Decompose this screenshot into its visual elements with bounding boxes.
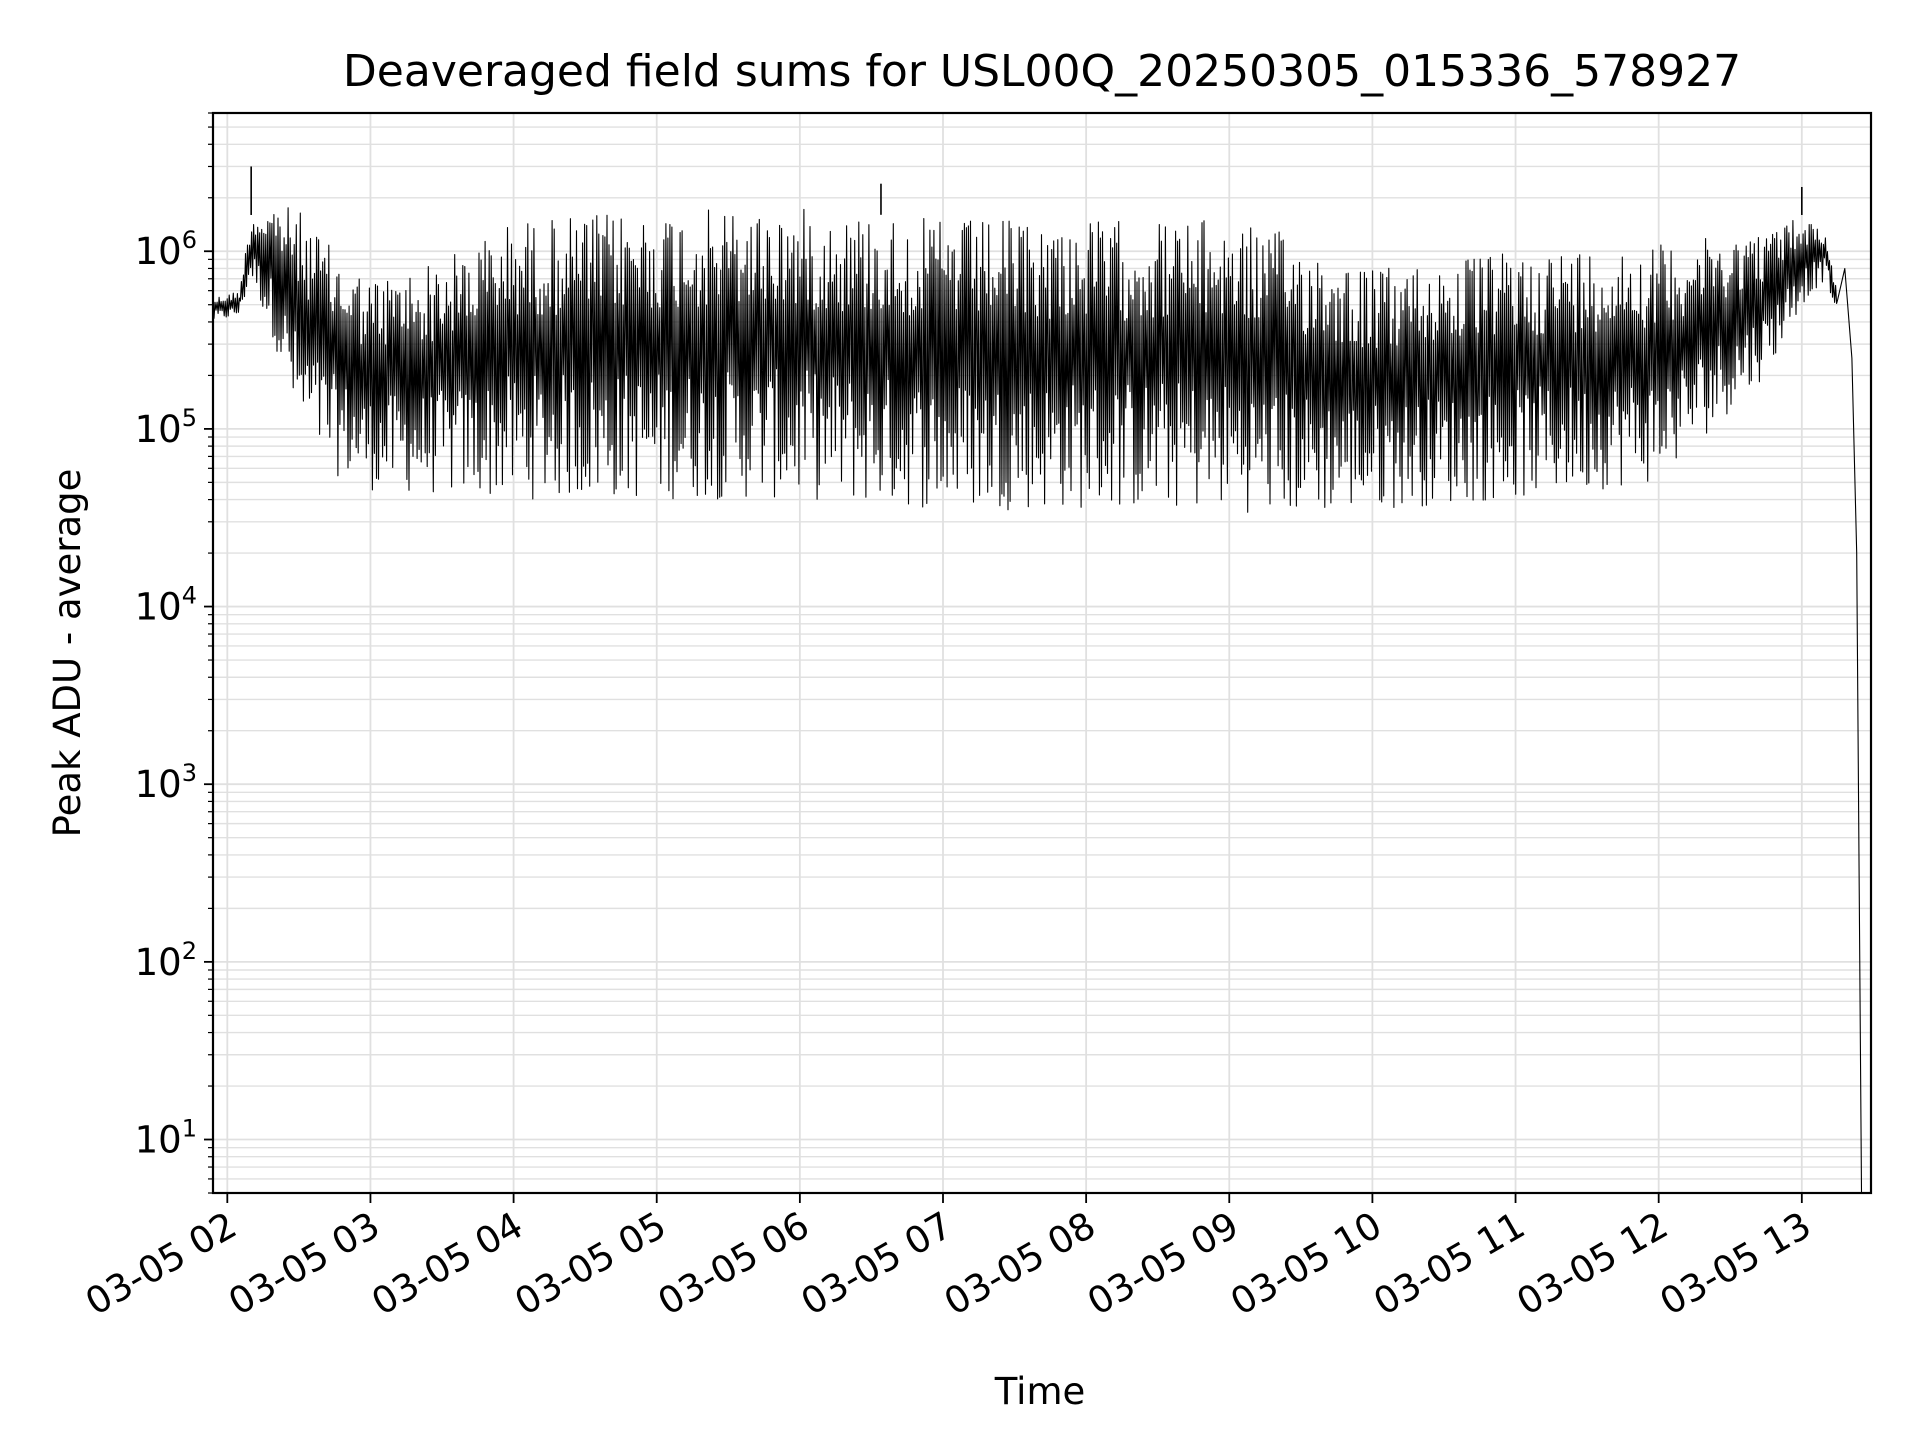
y-tick-exponent: 5 <box>182 404 197 432</box>
y-tick-base: 10 <box>135 230 182 273</box>
y-tick-base: 10 <box>135 1119 182 1162</box>
y-tick-label: 104 <box>135 582 197 629</box>
y-tick-label: 106 <box>135 226 197 273</box>
y-tick-exponent: 4 <box>182 582 197 610</box>
y-tick-exponent: 2 <box>182 937 197 965</box>
y-tick-exponent: 3 <box>182 759 197 787</box>
chart-title: Deaveraged field sums for USL00Q_2025030… <box>343 46 1741 97</box>
y-tick-label: 101 <box>135 1115 197 1162</box>
y-axis-label: Peak ADU - average <box>46 469 89 838</box>
y-tick-base: 10 <box>135 408 182 451</box>
y-tick-base: 10 <box>135 586 182 629</box>
y-tick-label: 103 <box>135 759 197 806</box>
plot-frame <box>211 111 1873 1195</box>
x-axis-label: Time <box>994 1370 1086 1413</box>
data-layer <box>212 166 1863 1194</box>
y-tick-exponent: 1 <box>182 1115 197 1143</box>
series-line <box>212 207 1863 1194</box>
y-tick-label: 102 <box>135 937 197 984</box>
y-tick-exponent: 6 <box>182 226 197 254</box>
y-tick-label: 105 <box>135 404 197 451</box>
y-tick-base: 10 <box>135 763 182 806</box>
y-tick-base: 10 <box>135 941 182 984</box>
